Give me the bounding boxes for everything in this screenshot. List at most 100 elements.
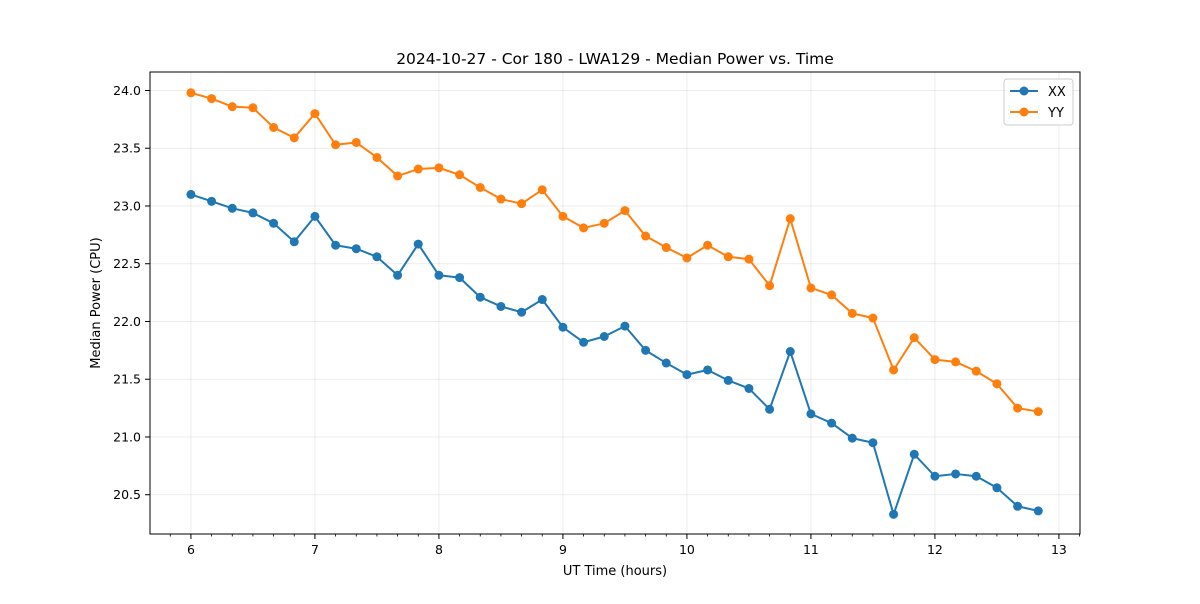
data-point-yy	[1013, 403, 1023, 413]
data-point-yy	[951, 357, 961, 367]
data-point-yy	[372, 152, 382, 162]
y-tick-label-7: 24.0	[113, 83, 141, 98]
data-point-yy	[558, 211, 568, 221]
data-point-xx	[847, 433, 857, 443]
data-point-yy	[537, 185, 547, 195]
series-line-xx	[190, 193, 1039, 516]
data-point-xx	[289, 237, 299, 247]
data-point-yy	[723, 252, 733, 262]
data-point-yy	[992, 379, 1002, 389]
x-tick-label-7: 7	[311, 542, 319, 557]
data-point-yy	[517, 199, 527, 209]
data-point-yy	[661, 243, 671, 253]
data-point-yy	[434, 163, 444, 173]
data-point-yy	[227, 102, 237, 112]
data-point-xx	[682, 370, 692, 380]
data-point-yy	[744, 254, 754, 264]
data-point-xx	[641, 345, 651, 355]
data-point-xx	[971, 471, 981, 481]
legend-marker-yy	[1019, 107, 1029, 117]
data-point-xx	[579, 337, 589, 347]
data-point-xx	[248, 208, 258, 218]
data-point-yy	[289, 133, 299, 143]
data-point-xx	[269, 218, 279, 228]
chart-title: 2024-10-27 - Cor 180 - LWA129 - Median P…	[396, 50, 834, 68]
data-point-yy	[971, 366, 981, 376]
data-point-yy	[207, 94, 217, 104]
data-point-yy	[599, 218, 609, 228]
data-point-xx	[393, 270, 403, 280]
data-point-xx	[599, 331, 609, 341]
data-point-xx	[537, 295, 547, 305]
data-point-yy	[351, 137, 361, 147]
data-point-yy	[393, 171, 403, 181]
grid	[150, 72, 1080, 534]
data-point-xx	[868, 438, 878, 448]
data-point-xx	[186, 189, 196, 199]
x-axis-label: UT Time (hours)	[563, 564, 667, 579]
x-tick-label-10: 10	[679, 542, 695, 557]
data-point-xx	[351, 244, 361, 254]
data-point-xx	[455, 273, 465, 283]
legend-marker-xx	[1019, 86, 1029, 96]
data-point-yy	[1033, 407, 1043, 417]
data-point-yy	[579, 223, 589, 233]
data-point-xx	[207, 196, 217, 206]
x-tick-label-6: 6	[187, 542, 195, 557]
x-tick-label-9: 9	[559, 542, 567, 557]
ticks: 6 7 8 9 10 11 12 13 20.5 21.0 21.5 22.0 22.5 23.0 23.5…	[113, 83, 1080, 557]
data-point-yy	[868, 313, 878, 323]
data-point-yy	[496, 194, 506, 204]
data-point-xx	[1033, 506, 1043, 516]
data-point-yy	[331, 140, 341, 150]
data-point-xx	[331, 240, 341, 250]
data-point-xx	[765, 404, 775, 414]
data-point-xx	[951, 469, 961, 479]
data-point-xx	[475, 292, 485, 302]
y-tick-label-3: 22.0	[113, 314, 141, 329]
data-point-xx	[496, 301, 506, 311]
data-point-yy	[641, 231, 651, 241]
data-point-xx	[806, 409, 816, 419]
data-point-xx	[517, 307, 527, 317]
data-point-yy	[827, 290, 837, 300]
data-point-yy	[248, 103, 258, 113]
data-point-xx	[930, 471, 940, 481]
data-point-yy	[889, 365, 899, 375]
data-point-xx	[620, 321, 630, 331]
y-axis-label: Median Power (CPU)	[89, 237, 104, 368]
data-point-yy	[413, 164, 423, 174]
y-tick-label-1: 21.0	[113, 429, 141, 444]
legend: XX YY	[1003, 78, 1074, 126]
data-point-xx	[744, 383, 754, 393]
data-point-xx	[889, 509, 899, 519]
data-point-yy	[847, 308, 857, 318]
y-tick-label-2: 21.5	[113, 372, 141, 387]
x-tick-label-13: 13	[1051, 542, 1067, 557]
data-point-xx	[909, 449, 919, 459]
data-point-xx	[434, 270, 444, 280]
data-point-xx	[785, 347, 795, 357]
data-point-yy	[703, 240, 713, 250]
y-tick-label-4: 22.5	[113, 256, 141, 271]
data-point-xx	[992, 483, 1002, 493]
legend-label-xx: XX	[1048, 85, 1066, 100]
x-tick-label-8: 8	[435, 542, 443, 557]
data-point-yy	[455, 170, 465, 180]
x-tick-label-12: 12	[927, 542, 943, 557]
series-line-yy	[190, 91, 1039, 413]
plot-frame	[149, 71, 1081, 535]
data-point-xx	[661, 358, 671, 368]
y-tick-label-6: 23.5	[113, 141, 141, 156]
legend-label-yy: YY	[1047, 106, 1064, 121]
data-point-xx	[310, 211, 320, 221]
data-point-xx	[723, 375, 733, 385]
x-tick-label-11: 11	[803, 542, 819, 557]
data-point-yy	[475, 183, 485, 192]
data-point-yy	[930, 355, 940, 365]
data-point-xx	[372, 252, 382, 262]
y-tick-label-5: 23.0	[113, 198, 141, 213]
data-point-xx	[413, 239, 423, 249]
data-point-xx	[827, 418, 837, 428]
